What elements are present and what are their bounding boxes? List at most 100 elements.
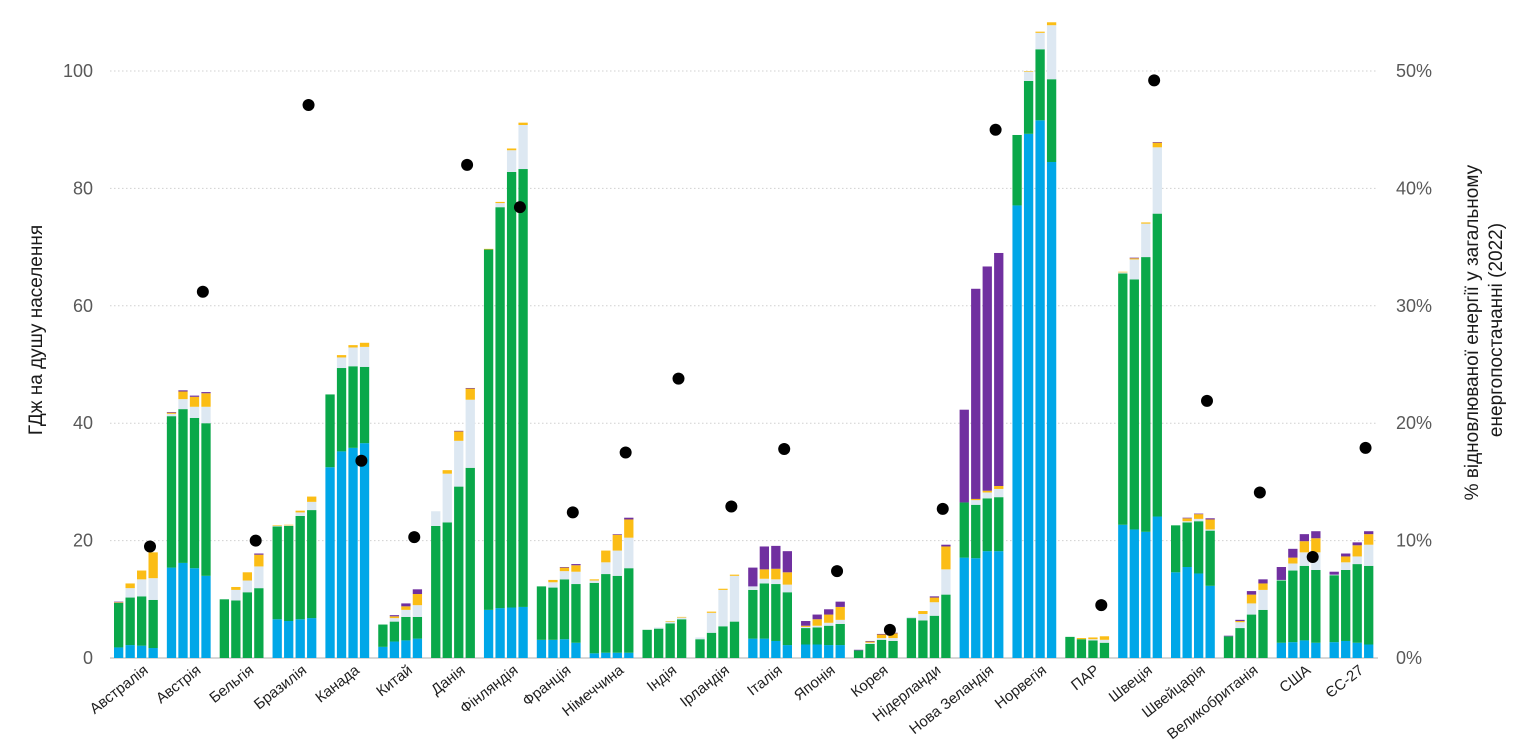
bar-segment-solar (865, 641, 875, 643)
bar-segment-wind (706, 612, 717, 633)
bar-segment-solar (401, 606, 411, 610)
x-tick-label: Бразилія (251, 662, 310, 713)
x-tick-label: ЄС-27 (1322, 662, 1367, 702)
bar-segment-wind (876, 638, 887, 640)
bar-segment-hydro (1299, 640, 1309, 658)
bar-segment-solar (548, 579, 558, 583)
y-tick-label: 100 (63, 61, 93, 81)
bar-segment-hydro (1364, 644, 1374, 658)
bar-segment-bioenergy (359, 366, 370, 444)
bar-segment-wind (601, 562, 611, 575)
bar-segment-wind (125, 588, 135, 598)
bar-segment-wind (1205, 529, 1215, 531)
x-tick-label: Канада (312, 661, 363, 706)
bar-segment-geothermal (771, 545, 781, 569)
bar-segment-bioenergy (601, 574, 611, 653)
bar-segment-geothermal (559, 567, 570, 568)
country-group (589, 517, 634, 658)
renewable-share-point (566, 506, 579, 519)
bar-segment-hydro (166, 567, 177, 658)
bar-segment-bioenergy (336, 368, 347, 452)
renewable-share-point (1148, 74, 1161, 87)
bar-segment-solar (242, 572, 252, 581)
bar-segment-bioenergy (918, 620, 928, 658)
bar-segment-solar (1352, 545, 1362, 557)
y-axis-title: ГДж на душу населення (26, 225, 47, 435)
bar-segment-solar (137, 570, 147, 580)
bar-segment-bioenergy (559, 579, 570, 640)
bar-segment-wind (665, 621, 675, 624)
renewable-share-point (883, 623, 896, 636)
bar-segment-bioenergy (483, 249, 494, 610)
bar-segment-bioenergy (465, 467, 475, 658)
renewable-share-point (408, 531, 421, 544)
bar-segment-geothermal (1364, 531, 1374, 535)
bar-segment-geothermal (1235, 619, 1245, 622)
bar-segment-bioenergy (1311, 569, 1321, 643)
bar-segment-bioenergy (1364, 565, 1374, 645)
bar-segment-solar (1299, 541, 1309, 553)
bar-segment-wind (295, 512, 305, 516)
bar-segment-solar (982, 490, 992, 493)
bar-segment-geothermal (759, 546, 769, 570)
renewable-share-point (725, 500, 738, 513)
bar-segment-wind (1023, 71, 1034, 81)
bar-segment-bioenergy (495, 207, 505, 609)
bar-segment-solar (166, 412, 177, 414)
bar-segment-solar (125, 583, 135, 589)
bar-segment-hydro (272, 619, 282, 658)
bar-segment-solar (782, 572, 792, 585)
bar-segment-bioenergy (853, 650, 864, 658)
bar-segment-hydro (483, 609, 494, 658)
bar-segment-wind (1141, 223, 1151, 258)
bar-segment-wind (548, 582, 558, 588)
bar-segment-bioenergy (959, 502, 969, 558)
y2-axis-title-line-2: енергопостачанні (2022) (1486, 223, 1507, 437)
bar-segment-solar (1035, 31, 1045, 33)
y-tick-label: 40 (73, 413, 93, 433)
bar-segment-wind (431, 511, 441, 526)
renewable-share-point (989, 123, 1002, 136)
bar-segment-solar (483, 248, 494, 250)
bar-segment-solar (941, 546, 951, 570)
bar-segment-bioenergy (178, 409, 188, 563)
bar-segment-solar (272, 525, 282, 526)
bar-segment-hydro (336, 451, 347, 658)
bar-segment-bioenergy (284, 525, 294, 622)
bar-segment-bioenergy (1299, 565, 1309, 641)
bar-segment-bioenergy (906, 618, 917, 658)
bar-segment-hydro (624, 652, 634, 658)
bar-segment-wind (918, 613, 928, 621)
bar-segment-solar (336, 355, 347, 358)
bar-segment-wind (495, 203, 505, 208)
bar-segment-solar (231, 586, 241, 590)
bar-segment-hydro (178, 562, 188, 658)
y2-tick-label: 0% (1396, 648, 1422, 668)
bar-segment-geothermal (571, 564, 581, 566)
bar-segment-bioenergy (771, 584, 781, 641)
bar-segment-solar (1141, 222, 1151, 224)
bar-segment-hydro (348, 447, 358, 658)
bar-segment-solar (876, 634, 887, 639)
bar-segment-solar (1194, 514, 1204, 519)
x-tick-label: Фінляндія (457, 662, 521, 718)
bar-segment-bioenergy (1352, 564, 1362, 643)
bar-segment-geothermal (1246, 591, 1257, 595)
bar-segment-solar (295, 510, 305, 513)
bar-segment-hydro (782, 645, 792, 658)
bar-segment-solar (359, 342, 370, 347)
bar-segment-geothermal (612, 534, 622, 535)
bar-segment-geothermal (201, 392, 211, 394)
bar-segment-bioenergy (624, 568, 634, 653)
bar-segment-bioenergy (325, 394, 335, 468)
bar-segment-bioenergy (431, 525, 441, 658)
bar-segment-bioenergy (971, 504, 981, 559)
bar-segment-wind (941, 569, 951, 595)
bar-segment-solar (189, 396, 200, 407)
country-group (748, 545, 792, 658)
bar-segment-geothermal (782, 551, 792, 573)
bar-segment-bioenergy (1118, 273, 1128, 525)
y2-axis-ticks: 0% 10% 20% 30% 40% 50% (1396, 61, 1432, 668)
bar-segment-solar (1076, 638, 1087, 640)
bar-segment-geothermal (624, 517, 634, 520)
